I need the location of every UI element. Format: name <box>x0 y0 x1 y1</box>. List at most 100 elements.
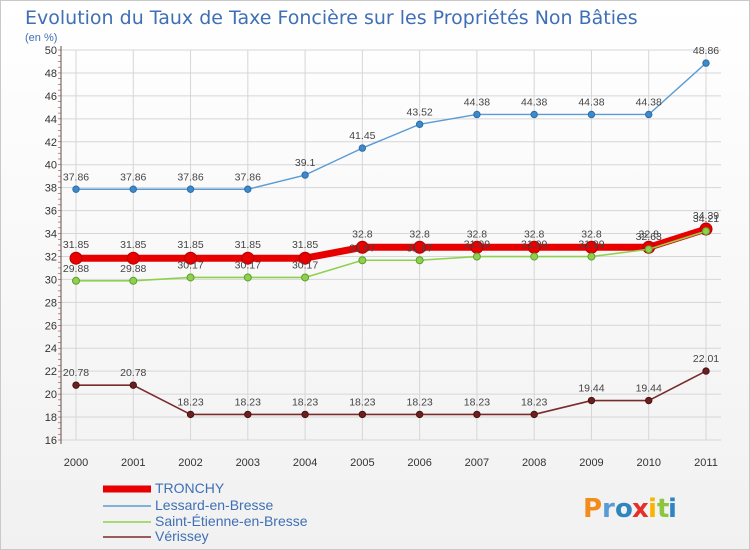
axes: 16 18 20 22 24 26 28 30 32 34 36 38 40 42 44 46 48 50 2000… <box>45 45 718 469</box>
y-tick-label: 50 <box>45 45 57 57</box>
x-tick-label: 2010 <box>636 457 660 469</box>
data-label: 31.99 <box>578 239 604 251</box>
data-label: 30.17 <box>292 259 318 271</box>
data-point <box>530 410 538 419</box>
data-label: 44.38 <box>521 96 547 108</box>
data-point <box>129 381 137 389</box>
data-label: 32.8 <box>524 228 545 240</box>
data-label: 19.44 <box>578 383 604 395</box>
data-label: 19.44 <box>636 383 662 395</box>
y-tick-label: 36 <box>45 206 57 218</box>
data-label: 32.63 <box>636 231 662 243</box>
data-label: 32.8 <box>639 228 660 240</box>
data-point <box>72 381 80 389</box>
data-label: 29.88 <box>120 263 146 275</box>
data-label: 39.1 <box>295 157 316 169</box>
data-label: 44.38 <box>464 96 490 108</box>
logo-letter: i <box>648 494 657 524</box>
data-point <box>644 245 653 254</box>
data-label: 37.86 <box>120 171 146 183</box>
series-line <box>75 230 707 282</box>
x-tick-label: 2006 <box>407 457 431 469</box>
x-tick-label: 2004 <box>293 457 317 469</box>
data-label: 31.85 <box>235 239 261 251</box>
data-point <box>645 110 653 119</box>
data-point <box>472 252 481 261</box>
logo-letter: x <box>632 494 649 524</box>
data-label: 31.67 <box>406 242 432 254</box>
y-tick-label: 24 <box>45 343 57 355</box>
logo-letter: t <box>657 494 669 524</box>
data-point <box>587 396 596 405</box>
data-point <box>358 410 367 419</box>
y-tick-label: 42 <box>45 137 57 149</box>
data-label: 31.67 <box>349 242 375 254</box>
x-tick-label: 2001 <box>121 457 145 469</box>
data-label: 22.01 <box>693 353 719 365</box>
data-label: 31.85 <box>292 239 318 251</box>
x-tick-label: 2011 <box>694 457 718 469</box>
data-point <box>530 110 538 119</box>
x-tick-label: 2005 <box>350 457 374 469</box>
data-point <box>415 256 424 265</box>
y-tick-label: 32 <box>45 251 57 263</box>
data-point <box>129 276 138 285</box>
data-point <box>301 273 310 282</box>
chart-title: Evolution du Taux de Taxe Foncière sur l… <box>25 7 638 29</box>
data-label: 31.99 <box>464 239 490 251</box>
data-point <box>186 273 195 282</box>
data-point <box>301 410 309 419</box>
data-point <box>69 251 83 265</box>
x-tick-label: 2000 <box>64 457 88 469</box>
data-label: 18.23 <box>464 396 490 408</box>
y-tick-label: 44 <box>45 114 57 126</box>
y-tick-label: 48 <box>45 68 57 80</box>
y-tick-label: 16 <box>45 435 57 447</box>
x-tick-label: 2009 <box>579 457 603 469</box>
data-point <box>413 240 427 254</box>
series-layer <box>69 59 713 419</box>
data-label: 32.8 <box>352 228 373 240</box>
legend-label: Lessard-en-Bresse <box>155 497 273 513</box>
y-tick-label: 28 <box>45 297 57 309</box>
data-label: 32.8 <box>467 228 488 240</box>
data-label: 18.23 <box>177 396 203 408</box>
data-label: 37.86 <box>177 171 203 183</box>
data-label: 37.86 <box>235 171 261 183</box>
data-label: 32.8 <box>581 228 602 240</box>
logo-letter: i <box>668 494 677 524</box>
data-point <box>415 410 424 419</box>
y-tick-label: 38 <box>45 183 57 195</box>
data-point <box>358 256 367 265</box>
y-tick-label: 26 <box>45 320 57 332</box>
data-label: 48.86 <box>693 45 719 57</box>
data-label: 44.38 <box>578 96 604 108</box>
data-label: 18.23 <box>406 396 432 408</box>
data-label: 31.99 <box>521 239 547 251</box>
data-label: 20.78 <box>63 367 89 379</box>
data-point <box>244 185 252 193</box>
data-point <box>72 276 80 285</box>
data-point <box>702 59 710 67</box>
data-point <box>129 185 137 193</box>
data-label: 29.88 <box>63 263 89 275</box>
series-line <box>75 62 707 190</box>
data-point <box>184 251 198 265</box>
logo-letter: P <box>583 494 602 524</box>
data-label: 30.17 <box>177 259 203 271</box>
data-point <box>415 120 424 129</box>
legend: TRONCHYLessard-en-BresseSaint-Étienne-en… <box>103 480 308 544</box>
y-tick-label: 34 <box>45 229 57 241</box>
data-label: 20.78 <box>120 367 146 379</box>
data-point <box>355 240 369 254</box>
data-point <box>298 251 312 265</box>
data-label: 41.45 <box>349 130 375 142</box>
logo-letter: r <box>602 494 615 524</box>
data-point <box>702 367 710 375</box>
series-line <box>75 370 707 416</box>
data-point <box>473 410 481 419</box>
data-point <box>126 251 140 265</box>
